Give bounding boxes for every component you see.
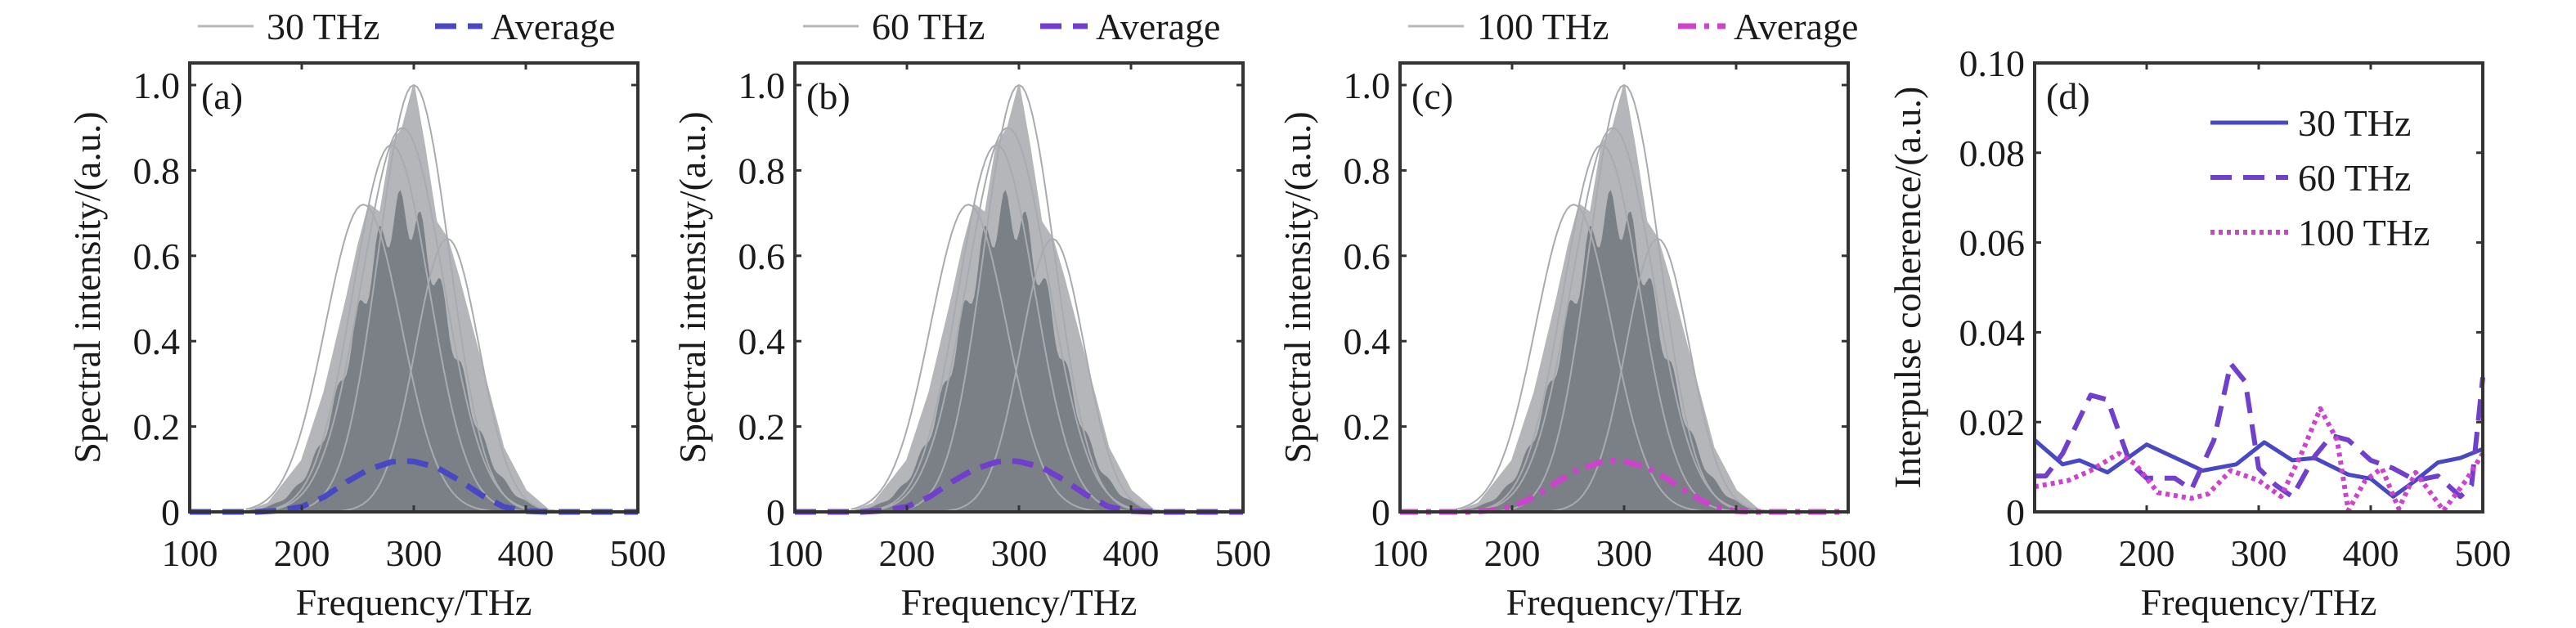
x-tick-label: 100: [1372, 532, 1429, 574]
x-axis-label: Frequency/THz: [296, 581, 532, 623]
panel-label: (b): [806, 75, 850, 117]
panel-label: (d): [2046, 75, 2090, 117]
legend-label: 30 THz: [2298, 102, 2411, 144]
x-tick-label: 200: [1484, 532, 1541, 574]
y-tick-label: 1.0: [1344, 65, 1391, 106]
panel-a: 30 THz Average 100 200 300 400 500 0 0.2 0.4 0.6 0.…: [66, 6, 666, 623]
panel-b: 60 THz Average 100 200 300 400 500 0 0.2 0.4 0.6 0.…: [671, 6, 1272, 623]
average-line: [795, 457, 1243, 515]
legend-label: 60 THz: [2298, 157, 2411, 199]
y-tick-label: 0.4: [738, 321, 786, 362]
y-tick-label: 0: [766, 491, 785, 533]
panel-label: (a): [201, 75, 243, 117]
x-tick-label: 100: [162, 532, 218, 574]
legend-label: 100 THz: [1477, 6, 1609, 47]
y-axis-label: Spectral intensity/(a.u.): [1277, 111, 1318, 464]
x-tick-label: 200: [274, 532, 330, 574]
panel-d: 30 THz 60 THz 100 THz 100 200 300 400 500 0 0.02 0…: [1887, 43, 2511, 623]
y-axis-label: Spectral intensity/(a.u.): [66, 111, 108, 464]
x-tick-label: 400: [498, 532, 554, 574]
y-tick-label: 0.6: [133, 236, 181, 277]
y-axis-label: Interpulse coherence/(a.u.): [1887, 87, 1928, 489]
x-tick-label: 200: [2119, 532, 2175, 574]
legend-label: 100 THz: [2298, 212, 2430, 253]
y-axis-label: Spectral intensity/(a.u.): [671, 111, 713, 464]
y-tick-label: 0.8: [738, 150, 786, 191]
y-tick-label: 1.0: [738, 65, 786, 106]
y-tick-label: 0.8: [133, 150, 181, 191]
x-tick-label: 300: [1596, 532, 1653, 574]
legend-label: Average: [491, 6, 615, 47]
legend-label: 30 THz: [267, 6, 379, 47]
x-tick-label: 500: [2455, 532, 2511, 574]
y-tick-label: 0.4: [1344, 321, 1391, 362]
x-axis-label: Frequency/THz: [901, 581, 1138, 623]
average-line: [1400, 457, 1848, 515]
x-tick-label: 400: [1103, 532, 1160, 574]
x-tick-label: 100: [2007, 532, 2063, 574]
y-tick-label: 0.6: [1344, 236, 1391, 277]
y-tick-label: 0.8: [1344, 150, 1391, 191]
y-tick-label: 0: [161, 491, 180, 533]
intensity-traces-core: [190, 190, 638, 513]
y-tick-label: 0.4: [133, 321, 181, 362]
y-tick-label: 0.2: [1344, 406, 1391, 448]
y-tick-label: 0.06: [1959, 222, 2026, 264]
y-tick-label: 0.2: [133, 406, 181, 448]
y-tick-label: 0.04: [1959, 312, 2026, 353]
y-tick-label: 0.6: [738, 236, 786, 277]
x-tick-label: 500: [1820, 532, 1877, 574]
x-tick-label: 400: [2343, 532, 2399, 574]
series-line-60thz: [2035, 361, 2485, 500]
x-tick-label: 100: [767, 532, 824, 574]
intensity-traces-core: [1400, 190, 1848, 513]
panel-label: (c): [1411, 75, 1453, 117]
x-tick-label: 300: [386, 532, 442, 574]
x-tick-label: 500: [610, 532, 666, 574]
x-tick-label: 500: [1215, 532, 1272, 574]
y-tick-label: 0.08: [1959, 132, 2026, 174]
intensity-traces-core: [795, 190, 1243, 513]
legend-label: Average: [1734, 6, 1858, 47]
x-tick-label: 300: [2231, 532, 2287, 574]
x-tick-label: 300: [991, 532, 1048, 574]
x-tick-label: 400: [1708, 532, 1765, 574]
legend-label: Average: [1096, 6, 1220, 47]
y-tick-label: 0.10: [1959, 43, 2026, 84]
x-tick-label: 200: [879, 532, 936, 574]
y-tick-label: 1.0: [133, 65, 181, 106]
y-tick-label: 0: [2006, 491, 2025, 533]
y-tick-label: 0.02: [1959, 401, 2026, 443]
x-axis-label: Frequency/THz: [2141, 581, 2377, 623]
legend-label: 60 THz: [872, 6, 985, 47]
average-line: [190, 457, 638, 515]
x-axis-label: Frequency/THz: [1506, 581, 1743, 623]
y-tick-label: 0: [1371, 491, 1390, 533]
y-tick-label: 0.2: [738, 406, 786, 448]
series-line-100thz: [2034, 406, 2485, 514]
panel-c: 100 THz Average 100 200 300 400 500 0 0.2 0.4 0.6 0…: [1277, 6, 1877, 623]
